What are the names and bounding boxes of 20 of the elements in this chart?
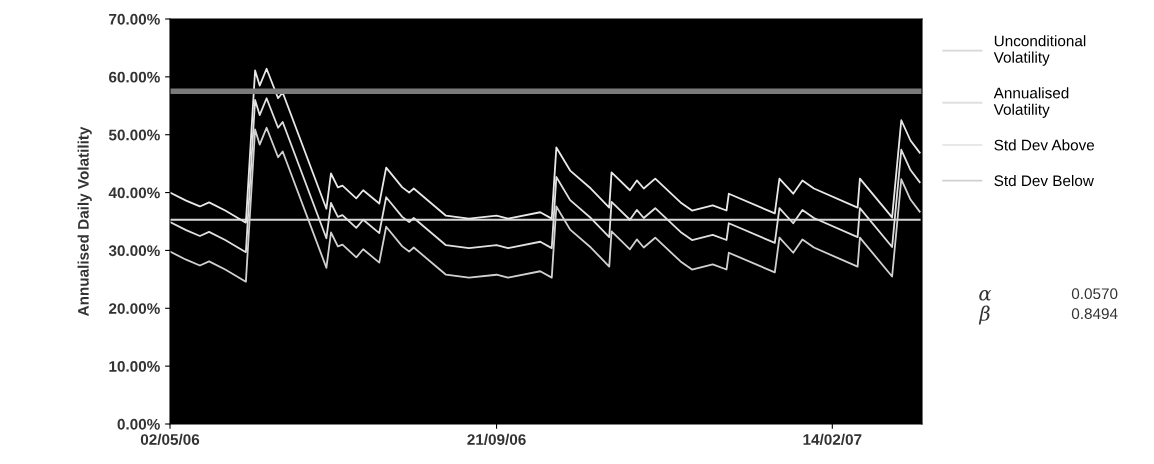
- x-tick-label: 21/09/06: [467, 433, 526, 446]
- text: β: [978, 305, 990, 325]
- y-axis-title: Annualised Daily Volatility: [77, 126, 92, 317]
- y-tick-label: 10.00%: [109, 361, 160, 372]
- text: α: [979, 290, 992, 301]
- x-tick-label: 02/05/06: [140, 433, 200, 446]
- y-tick-label: 70.00%: [109, 13, 160, 25]
- y-tick-label: 20.00%: [108, 303, 160, 314]
- y-tick-label: 30.00%: [108, 245, 160, 257]
- x-tick-label: 14/02/07: [803, 433, 862, 446]
- text: 0.0570: [1071, 288, 1118, 300]
- legend-label: Unconditional Volatility: [993, 35, 1086, 66]
- y-tick-label: 40.00%: [108, 187, 160, 199]
- legend-label: Std Dev Below: [994, 174, 1094, 187]
- y-tick-label: 50.00%: [108, 129, 160, 141]
- y-tick-label: 60.00%: [109, 71, 160, 83]
- legend-label: Annualised Volatility: [993, 87, 1069, 118]
- legend-label: Std Dev Above: [994, 139, 1095, 151]
- text: 0.8494: [1071, 308, 1118, 320]
- y-tick-label: 0.00%: [117, 418, 160, 430]
